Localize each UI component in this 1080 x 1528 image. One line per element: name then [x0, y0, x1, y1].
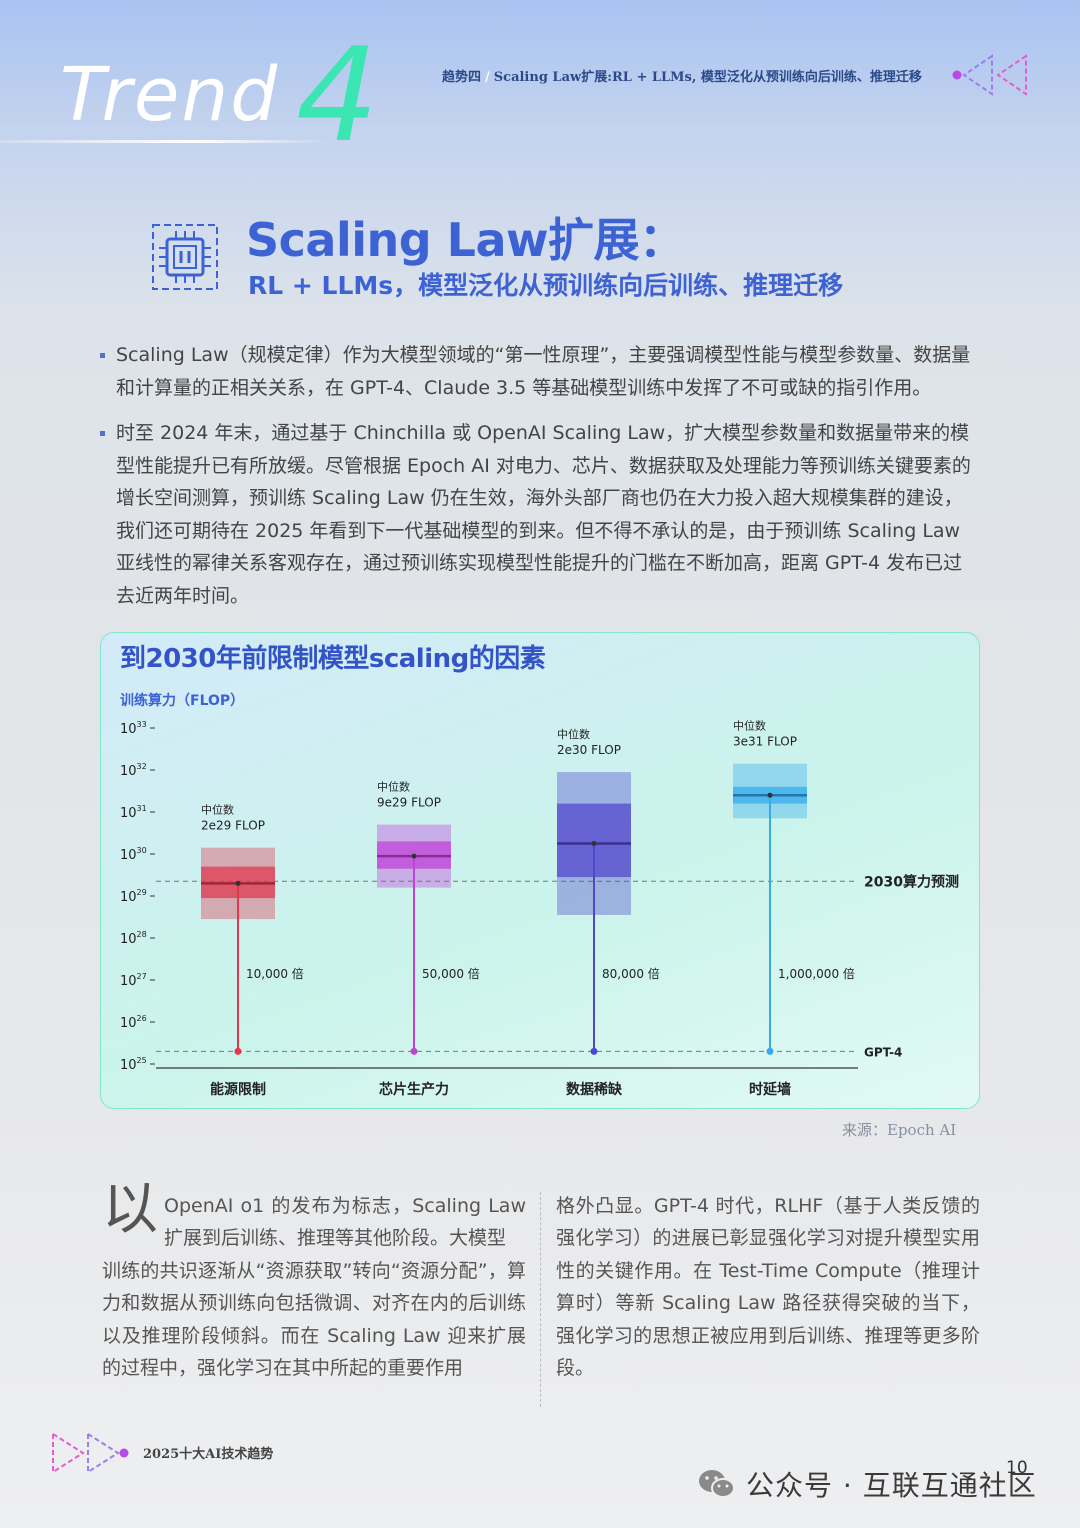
wechat-account-label: 公众号 · 互联互通社区 — [746, 1469, 1037, 1502]
box-chart: 训练算力（FLOP） 1033 1032 1031 1030 1029 1028 1027 10… — [120, 692, 959, 1098]
y-tick-label: 1025 — [120, 1056, 147, 1073]
stem-base-point — [234, 1047, 242, 1055]
median-caption: 中位数 — [377, 780, 410, 794]
y-tick-label: 1027 — [120, 972, 147, 989]
stem-base-point — [766, 1047, 774, 1055]
bullet-marker — [100, 431, 105, 436]
header-divider — [0, 140, 330, 143]
chart-title: 到2030年前限制模型scaling的因素 — [120, 644, 546, 674]
median-value-label: 2e29 FLOP — [201, 819, 265, 833]
x-category-label: 芯片生产力 — [379, 1081, 449, 1098]
breadcrumb-part: 趋势四 — [442, 70, 482, 85]
drop-cap: 以 — [102, 1177, 158, 1242]
stem-base-point — [590, 1047, 598, 1055]
arrows-decoration-icon — [952, 54, 1027, 96]
wechat-icon — [699, 1470, 735, 1498]
column-divider — [540, 1192, 541, 1407]
x-category-label: 能源限制 — [210, 1081, 266, 1098]
reference-line-label: GPT-4 — [864, 1045, 902, 1059]
multiplier-label: 10,000 倍 — [246, 966, 304, 981]
median-value-label: 3e31 FLOP — [733, 735, 797, 749]
y-tick-label: 1033 — [120, 720, 147, 737]
reference-line-label: 2030算力预测 — [864, 873, 959, 890]
median-caption: 中位数 — [733, 719, 766, 733]
y-tick-label: 1030 — [120, 846, 147, 863]
arrows-decoration-icon — [52, 1432, 129, 1474]
stem-base-point — [410, 1047, 418, 1055]
median-caption: 中位数 — [557, 727, 590, 741]
breadcrumb-title: Scaling Law扩展:RL + LLMs, 模型泛化从预训练向后训练、推理… — [493, 70, 922, 85]
bullet-item: 时至 2024 年末，通过基于 Chinchilla 或 OpenAI Scal… — [100, 417, 980, 613]
multiplier-label: 80,000 倍 — [602, 966, 660, 981]
chart-source: 来源：Epoch AI — [842, 1121, 957, 1139]
stem-top-point — [235, 880, 241, 886]
stem-top-point — [591, 841, 597, 846]
bullet-text: 时至 2024 年末，通过基于 Chinchilla 或 OpenAI Scal… — [116, 422, 971, 607]
breadcrumb-separator: / — [485, 70, 490, 85]
trend-number: 4 — [296, 19, 379, 171]
y-axis-label: 训练算力（FLOP） — [120, 692, 244, 709]
median-value-label: 9e29 FLOP — [377, 796, 441, 810]
article-left-body: 训练的共识逐渐从“资源获取”转向“资源分配”，算力和数据从预训练向包括微调、对齐… — [102, 1260, 526, 1380]
section-subtitle: RL + LLMs，模型泛化从预训练向后训练、推理迁移 — [248, 271, 844, 300]
x-category-label: 数据稀缺 — [566, 1081, 623, 1098]
y-tick-label: 1029 — [120, 888, 147, 905]
multiplier-label: 1,000,000 倍 — [778, 966, 855, 981]
y-tick-label: 1031 — [120, 804, 147, 821]
bullet-item: Scaling Law（规模定律）作为大模型领域的“第一性原理”，主要强调模型性… — [100, 339, 980, 404]
median-caption: 中位数 — [201, 803, 234, 817]
multiplier-label: 50,000 倍 — [422, 966, 480, 981]
page-number: 10 — [1006, 1458, 1028, 1478]
bullet-text: Scaling Law（规模定律）作为大模型领域的“第一性原理”，主要强调模型性… — [116, 344, 971, 399]
stem-top-point — [767, 792, 773, 798]
trend-word: Trend — [60, 52, 280, 138]
x-category-label: 时延墙 — [749, 1081, 791, 1098]
footer-label: 2025十大AI技术趋势 — [143, 1447, 274, 1462]
stem-top-point — [411, 853, 417, 859]
y-tick-label: 1026 — [120, 1014, 147, 1031]
y-tick-label: 1028 — [120, 930, 147, 947]
header-breadcrumb: 趋势四 / Scaling Law扩展:RL + LLMs, 模型泛化从预训练向后训… — [442, 66, 922, 85]
chip-icon — [152, 224, 218, 290]
article-right-body: 格外凸显。GPT-4 时代，RLHF（基于人类反馈的强化学习）的进展已彰显强化学… — [556, 1195, 980, 1380]
article-left-intro: OpenAI o1 的发布为标志，Scaling Law 扩展到后训练、推理等其… — [164, 1195, 526, 1250]
bullet-marker — [100, 353, 105, 358]
median-value-label: 2e30 FLOP — [557, 743, 621, 757]
section-title: Scaling Law扩展： — [246, 213, 685, 267]
y-tick-label: 1032 — [120, 762, 147, 779]
